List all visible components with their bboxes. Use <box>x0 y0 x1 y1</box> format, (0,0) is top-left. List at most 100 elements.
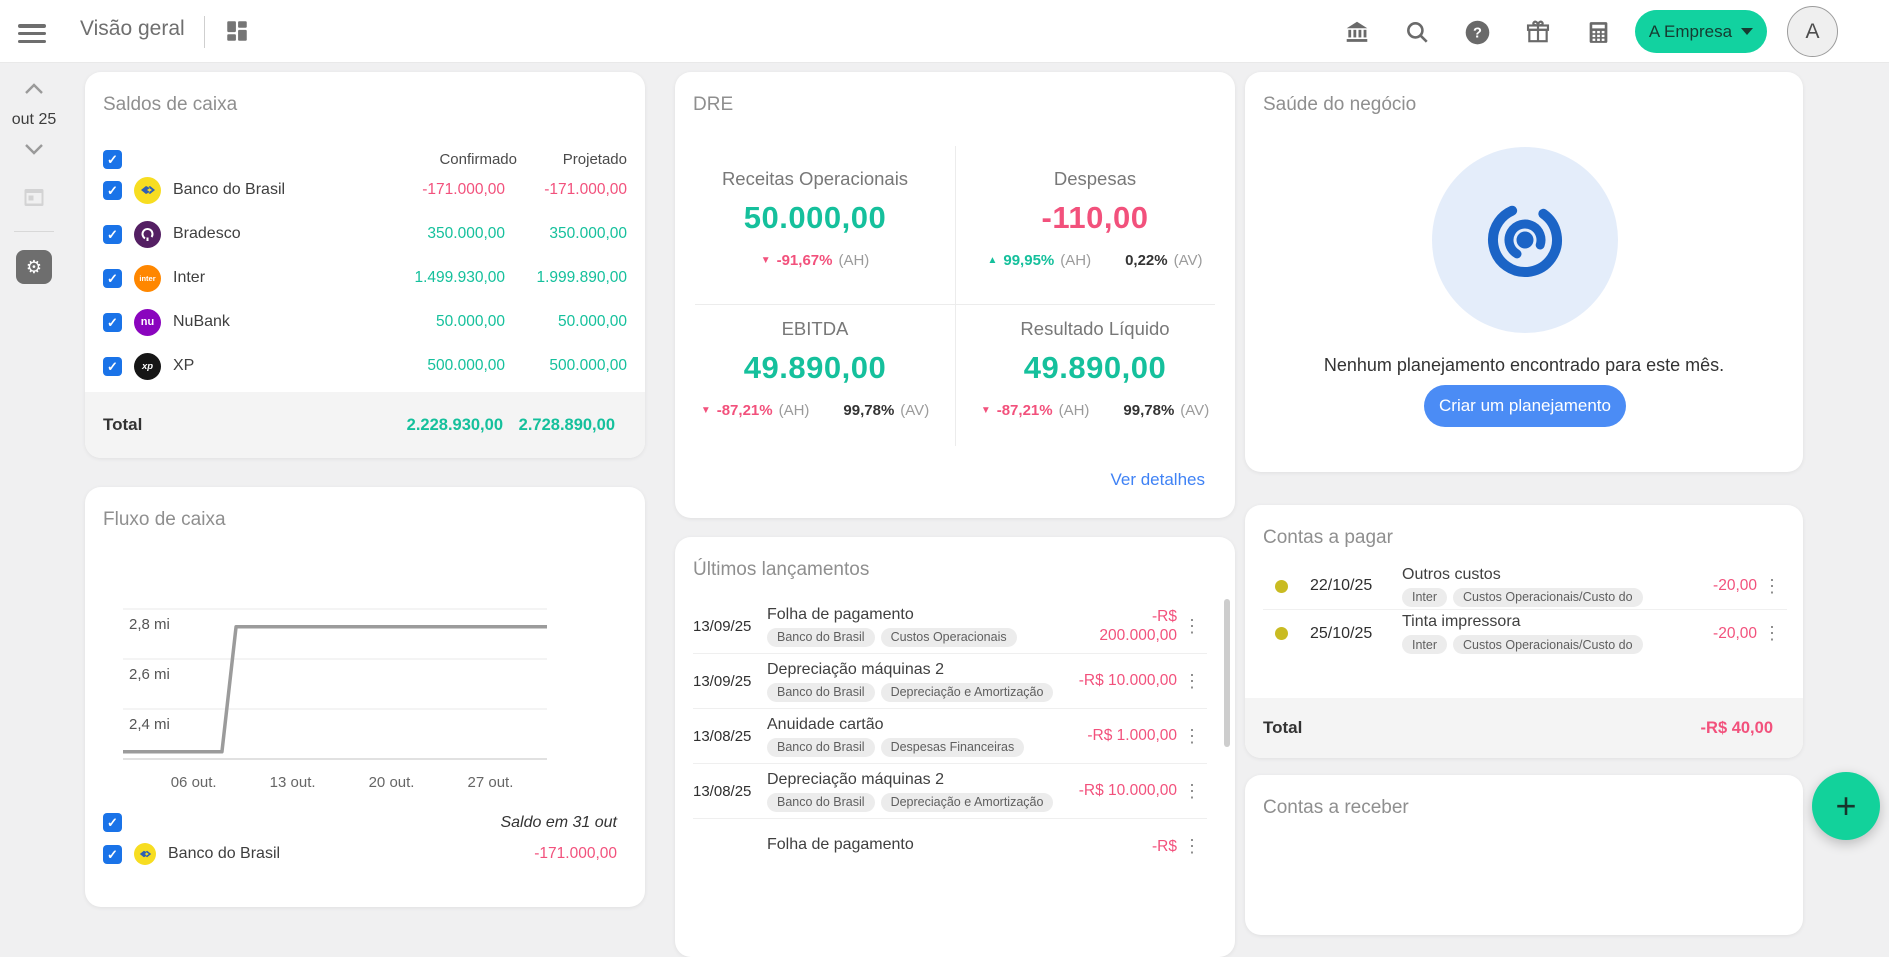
account-checkbox[interactable]: ✓ <box>103 224 122 244</box>
card-contas-a-pagar: Contas a pagar 22/10/25 Outros custos In… <box>1245 505 1803 758</box>
account-row: ✓ xp XP 500.000,00 500.000,00 <box>103 344 627 388</box>
svg-text:20 out.: 20 out. <box>369 774 415 791</box>
month-prev-chevron-up-icon[interactable] <box>22 81 46 97</box>
rail-divider <box>14 231 54 232</box>
search-icon[interactable] <box>1401 16 1433 48</box>
triangle-up-icon: ▲ <box>987 255 998 266</box>
account-checkbox[interactable]: ✓ <box>103 844 122 864</box>
dre-metric-resultado-liquido: Resultado Líquido 49.890,00 ▼ -87,21% (A… <box>980 318 1210 419</box>
transaction-row: 13/08/25 Depreciação máquinas 2 Banco do… <box>693 764 1207 819</box>
inter-logo-icon: inter <box>134 264 161 292</box>
account-row: ✓ nu NuBank 50.000,00 50.000,00 <box>103 300 627 344</box>
gift-icon[interactable] <box>1522 16 1554 48</box>
category-tag: Custos Operacionais/Custo do <box>1453 635 1643 654</box>
ver-detalhes-link[interactable]: Ver detalhes <box>1110 470 1205 489</box>
cashflow-legend-row: ✓ Saldo em 31 out <box>103 813 617 832</box>
legend-series-label: Saldo em 31 out <box>500 813 617 831</box>
row-menu-kebab-icon[interactable]: ⋮ <box>1183 670 1201 691</box>
dre-metric-receitas: Receitas Operacionais 50.000,00 ▼ -91,67… <box>721 168 909 269</box>
card-title: Contas a receber <box>1263 797 1409 818</box>
settings-gear-icon[interactable]: ⚙ <box>16 250 52 284</box>
value-confirmado: -171.000,00 <box>422 181 505 198</box>
ah-delta: ▼ -87,21% (AH) <box>980 402 1090 419</box>
menu-icon[interactable] <box>18 20 48 44</box>
status-dot <box>1275 627 1288 640</box>
dashboard-grid-icon[interactable] <box>224 18 250 44</box>
row-menu-kebab-icon[interactable]: ⋮ <box>1763 623 1781 643</box>
card-saldos-de-caixa: Saldos de caixa ✓ Confirmado Projetado ✓… <box>85 72 645 458</box>
value-projetado: 1.999.890,00 <box>536 269 627 286</box>
triangle-down-icon: ▼ <box>980 405 991 416</box>
av-delta: 0,22% (AV) <box>1125 252 1203 269</box>
av-delta: 99,78% (AV) <box>843 402 930 419</box>
payable-row: 25/10/25 Tinta impressora Inter Custos Op… <box>1263 610 1787 657</box>
target-logo-icon <box>1488 203 1562 277</box>
svg-text:?: ? <box>1473 25 1482 41</box>
row-menu-kebab-icon[interactable]: ⋮ <box>1763 575 1781 596</box>
account-row: ✓ Bradesco 350.000,00 350.000,00 <box>103 212 627 256</box>
saldos-header-row: ✓ Confirmado Projetado <box>103 144 627 174</box>
row-menu-kebab-icon[interactable]: ⋮ <box>1183 836 1201 856</box>
account-checkbox[interactable]: ✓ <box>103 268 122 288</box>
svg-text:2,8 mi: 2,8 mi <box>129 616 170 633</box>
row-menu-kebab-icon[interactable]: ⋮ <box>1183 725 1201 746</box>
total-value: -R$ 40,00 <box>1700 718 1773 737</box>
account-tag: Banco do Brasil <box>767 737 875 757</box>
dre-metric-despesas: Despesas -110,00 ▲ 99,95% (AH) 0,22% (AV… <box>987 168 1203 269</box>
account-checkbox[interactable]: ✓ <box>103 180 122 200</box>
category-tag: Depreciação e Amortização <box>880 792 1054 812</box>
month-label: out 25 <box>11 111 57 128</box>
add-fab-button[interactable]: + <box>1812 772 1880 840</box>
card-title: Saldos de caixa <box>103 94 238 115</box>
svg-text:2,4 mi: 2,4 mi <box>129 716 170 733</box>
account-tag: Banco do Brasil <box>767 682 875 702</box>
scrollbar-thumb[interactable] <box>1224 599 1230 747</box>
account-checkbox[interactable]: ✓ <box>103 356 122 376</box>
dre-metric-ebitda: EBITDA 49.890,00 ▼ -87,21% (AH) 99,78% (… <box>700 318 930 419</box>
avatar[interactable]: A <box>1787 6 1838 57</box>
category-tag: Custos Operacionais <box>880 627 1017 647</box>
value-projetado: 500.000,00 <box>549 357 627 374</box>
calendar-icon[interactable] <box>22 185 46 209</box>
transaction-row: 13/09/25 Depreciação máquinas 2 Banco do… <box>693 654 1207 709</box>
row-menu-kebab-icon[interactable]: ⋮ <box>1183 615 1201 636</box>
row-menu-kebab-icon[interactable]: ⋮ <box>1183 780 1201 801</box>
calculator-icon[interactable] <box>1582 16 1614 48</box>
value-confirmado: 350.000,00 <box>427 225 505 242</box>
svg-text:27 out.: 27 out. <box>468 774 514 791</box>
value-confirmado: 50.000,00 <box>436 313 505 330</box>
value-confirmado: 500.000,00 <box>427 357 505 374</box>
select-all-checkbox[interactable]: ✓ <box>103 149 122 169</box>
xp-logo-icon: xp <box>134 352 161 380</box>
card-title: Saúde do negócio <box>1263 94 1417 115</box>
card-dre: DRE Receitas Operacionais 50.000,00 ▼ -9… <box>675 72 1235 518</box>
svg-text:2,6 mi: 2,6 mi <box>129 666 170 683</box>
criar-planejamento-button[interactable]: Criar um planejamento <box>1424 385 1626 427</box>
bradesco-logo-icon <box>134 220 161 248</box>
company-selector-button[interactable]: A Empresa <box>1635 10 1767 53</box>
ah-delta: ▼ -87,21% (AH) <box>700 402 810 419</box>
account-tag: Banco do Brasil <box>767 792 875 812</box>
legend-select-all-checkbox[interactable]: ✓ <box>103 813 122 832</box>
banco-do-brasil-logo-icon <box>134 176 161 204</box>
transaction-row: 13/08/25 Anuidade cartão Banco do Brasil… <box>693 709 1207 764</box>
account-tag: Inter <box>1402 587 1448 607</box>
account-checkbox[interactable]: ✓ <box>103 312 122 332</box>
svg-text:06 out.: 06 out. <box>171 774 217 791</box>
av-delta: 99,78% (AV) <box>1123 402 1210 419</box>
account-row: ✓ Banco do Brasil -171.000,00 -171.000,0… <box>103 168 627 212</box>
month-next-chevron-down-icon[interactable] <box>22 141 46 157</box>
card-fluxo-de-caixa: Fluxo de caixa 2,8 mi 2,6 mi 2,4 mi 06 out.… <box>85 487 645 907</box>
bank-icon[interactable] <box>1341 16 1373 48</box>
legend-account-row: ✓ Banco do Brasil -171.000,00 <box>103 843 617 865</box>
triangle-down-icon: ▼ <box>760 255 771 266</box>
account-tag: Inter <box>1402 635 1448 654</box>
chevron-down-icon <box>1741 28 1754 35</box>
total-projetado: 2.728.890,00 <box>518 415 615 434</box>
top-bar: Visão geral ? <box>0 0 1889 63</box>
card-title: Contas a pagar <box>1263 527 1393 548</box>
value-confirmado: 1.499.930,00 <box>414 269 505 286</box>
help-icon[interactable]: ? <box>1461 16 1493 48</box>
payable-row: 22/10/25 Outros custos Inter Custos Opera… <box>1263 563 1787 610</box>
card-title: Últimos lançamentos <box>693 559 870 580</box>
